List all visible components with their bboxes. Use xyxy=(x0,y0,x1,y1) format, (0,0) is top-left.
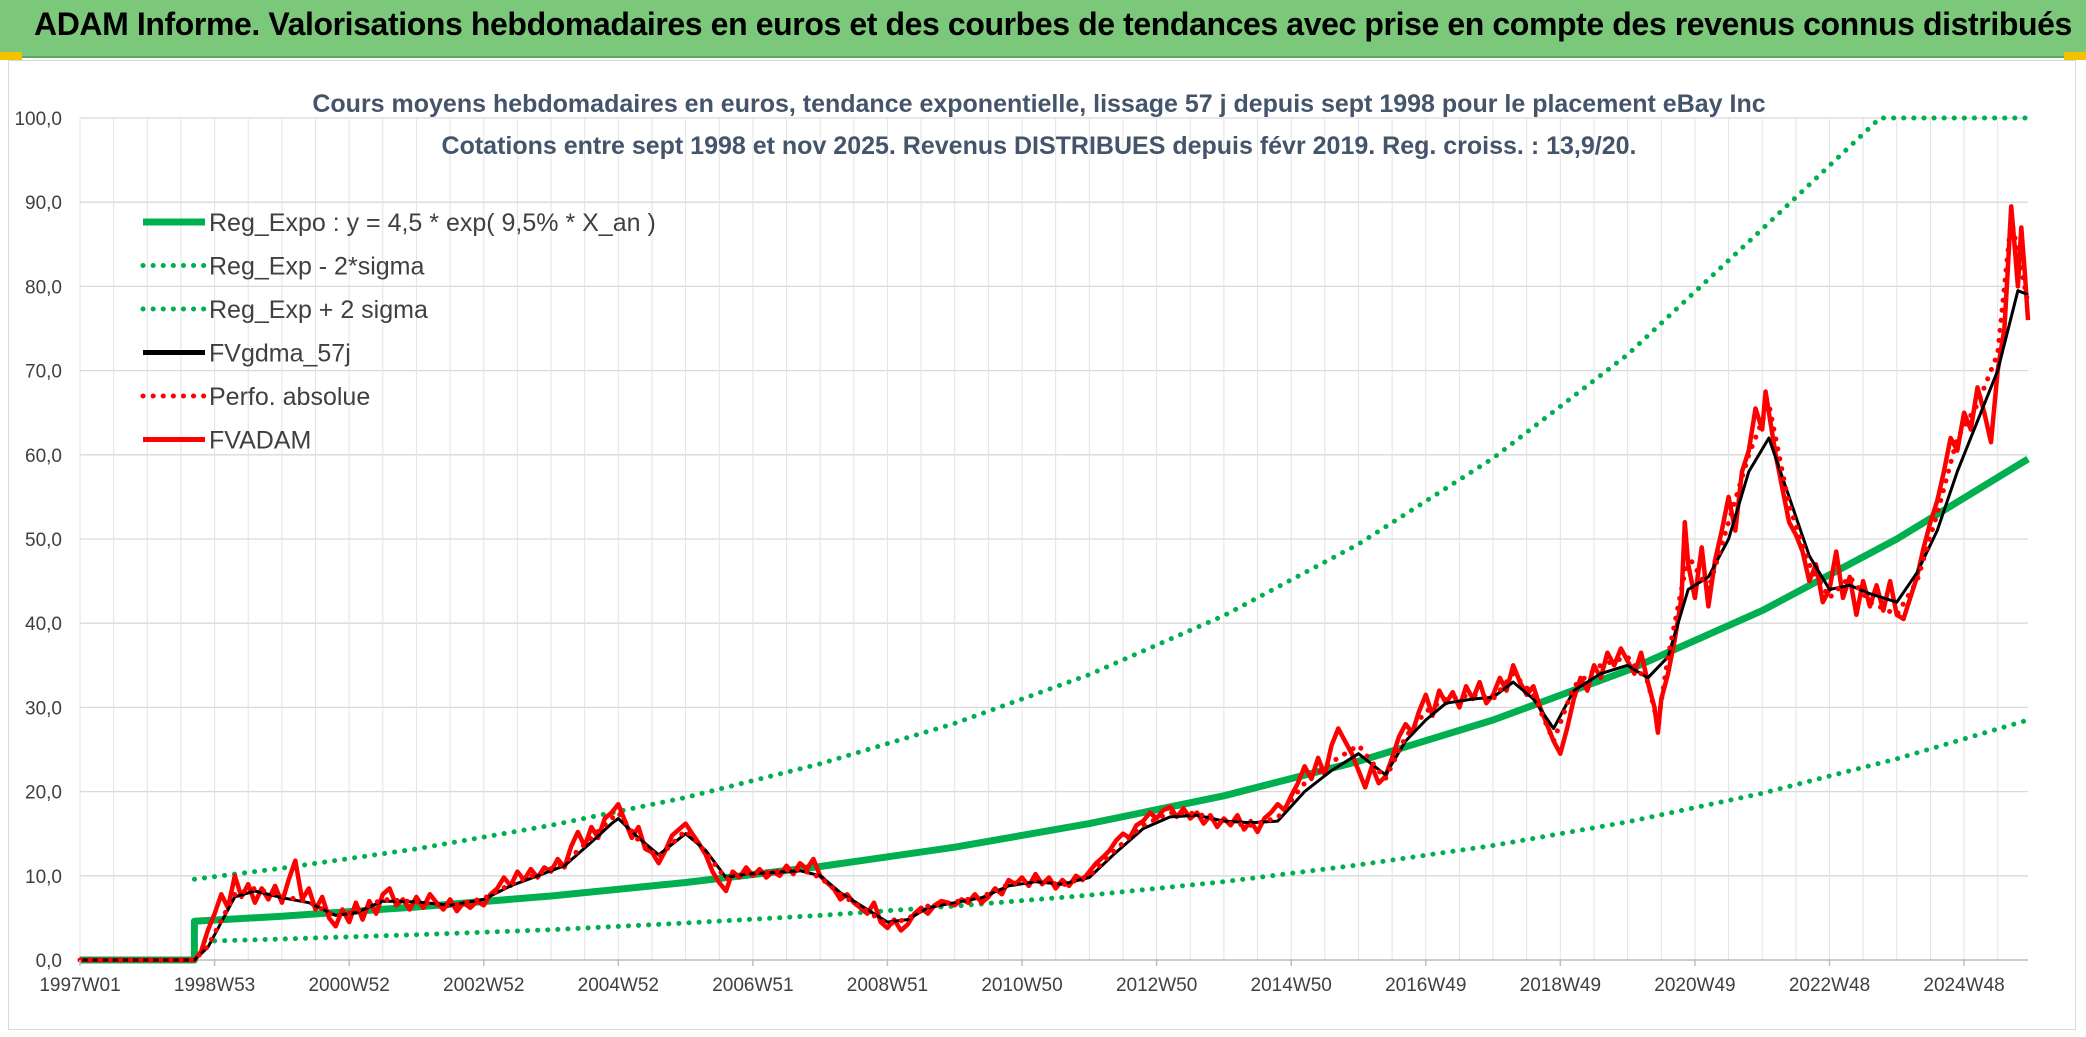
chart-subtitle: Cotations entre sept 1998 et nov 2025. R… xyxy=(442,132,1637,160)
x-tick-label: 1998W53 xyxy=(174,975,255,996)
x-tick-label: 2008W51 xyxy=(847,975,928,996)
x-tick-label: 2004W52 xyxy=(578,975,659,996)
x-tick-label: 1997W01 xyxy=(39,975,120,996)
legend-label-5: FVADAM xyxy=(209,427,311,455)
y-tick-label: 70,0 xyxy=(25,362,62,383)
corner-mark-left xyxy=(0,52,22,60)
x-tick-label: 2018W49 xyxy=(1520,975,1601,996)
legend-label-4: Perfo. absolue xyxy=(209,383,370,411)
series-line-2 xyxy=(191,115,2031,882)
legend-label-1: Reg_Exp - 2*sigma xyxy=(209,253,424,281)
y-tick-label: 0,0 xyxy=(36,951,62,972)
chart-legend: Reg_Expo : y = 4,5 * exp( 9,5% * X_an ) R… xyxy=(140,209,656,455)
x-tick-label: 2022W48 xyxy=(1789,975,1870,996)
chart-frame xyxy=(8,60,2076,1030)
corner-mark-right xyxy=(2064,52,2086,60)
y-tick-label: 80,0 xyxy=(25,277,62,298)
x-tick-label: 2020W49 xyxy=(1654,975,1735,996)
legend-label-0: Reg_Expo : y = 4,5 * exp( 9,5% * X_an ) xyxy=(209,209,656,237)
y-tick-label: 90,0 xyxy=(25,193,62,214)
y-tick-label: 50,0 xyxy=(25,530,62,551)
chart-ticks: 0,0 10,0 20,0 30,0 40,0 50,0 60,0 70,0 80,0 90,0 1… xyxy=(14,109,2004,996)
series-line-4 xyxy=(77,216,2031,963)
chart-grid xyxy=(79,117,2028,961)
y-tick-label: 20,0 xyxy=(25,783,62,804)
x-tick-label: 2002W52 xyxy=(443,975,524,996)
y-tick-label: 30,0 xyxy=(25,698,62,719)
series-line-3 xyxy=(80,289,2029,962)
x-tick-label: 2012W50 xyxy=(1116,975,1197,996)
x-tick-label: 2006W51 xyxy=(712,975,793,996)
y-tick-label: 100,0 xyxy=(14,109,62,130)
x-tick-label: 2024W48 xyxy=(1923,975,2004,996)
chart-series xyxy=(77,115,2031,964)
chart-title: Cours moyens hebdomadaires en euros, ten… xyxy=(312,90,1765,118)
x-tick-label: 2000W52 xyxy=(308,975,389,996)
legend-label-2: Reg_Exp + 2 sigma xyxy=(209,296,428,324)
y-tick-label: 10,0 xyxy=(25,867,62,888)
y-tick-label: 40,0 xyxy=(25,614,62,635)
header-banner: ADAM Informe. Valorisations hebdomadaire… xyxy=(0,0,2086,58)
x-tick-label: 2014W50 xyxy=(1251,975,1332,996)
y-tick-label: 60,0 xyxy=(25,446,62,467)
x-tick-label: 2016W49 xyxy=(1385,975,1466,996)
legend-label-3: FVgdma_57j xyxy=(209,340,351,368)
page-title: ADAM Informe. Valorisations hebdomadaire… xyxy=(34,6,2072,42)
x-tick-label: 2010W50 xyxy=(981,975,1062,996)
